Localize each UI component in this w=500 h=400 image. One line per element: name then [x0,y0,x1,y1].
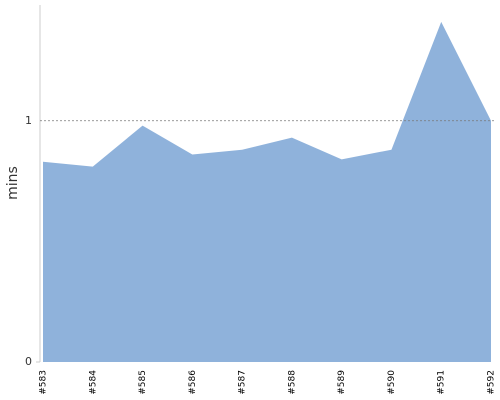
x-tick-label: #590 [387,370,397,395]
area [43,21,491,363]
x-tick-label: #589 [337,370,347,395]
x-tick-label: #583 [39,370,49,395]
x-tick-label: #588 [287,370,297,395]
x-tick-label: #587 [238,370,248,395]
x-tick-label: #585 [138,370,148,395]
y-axis-label: mins [5,166,21,200]
x-tick-label: #586 [188,370,198,395]
x-tick-label: #584 [88,370,98,395]
x-tick-label: #592 [487,370,497,395]
x-tick-label: #591 [437,370,447,395]
y-tick-label: 1 [25,114,32,127]
y-tick-label: 0 [25,355,32,368]
